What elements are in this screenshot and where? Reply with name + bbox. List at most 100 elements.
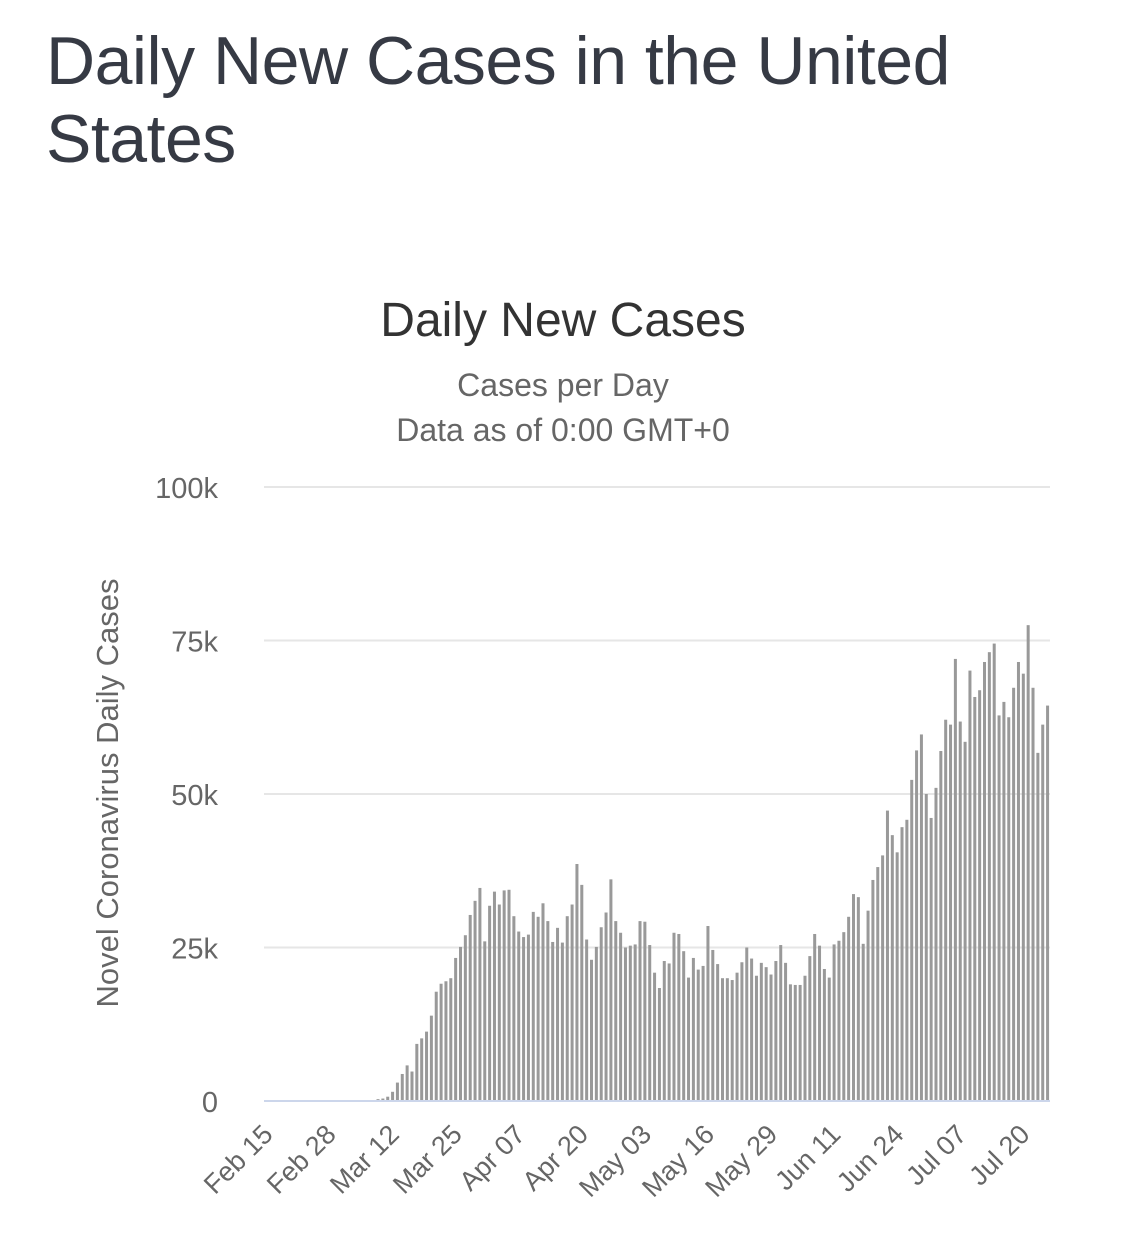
bar: [405, 1065, 409, 1101]
bar: [939, 751, 943, 1101]
bar: [526, 934, 530, 1101]
bar: [745, 947, 749, 1101]
bar: [890, 835, 894, 1101]
bar: [1016, 661, 1020, 1101]
bar: [1026, 625, 1030, 1101]
bar: [852, 894, 856, 1101]
bar: [463, 935, 467, 1101]
bar: [410, 1071, 414, 1101]
bar: [381, 1098, 385, 1101]
bar: [754, 975, 758, 1101]
x-tick-label: May 29: [699, 1119, 783, 1203]
bar: [614, 921, 618, 1101]
bar: [575, 864, 579, 1101]
bar: [915, 750, 919, 1101]
bar: [759, 962, 763, 1101]
bar: [429, 1015, 433, 1101]
bar: [478, 887, 482, 1101]
bar: [648, 945, 652, 1101]
x-tick-label: Jul 20: [963, 1119, 1035, 1191]
bar: [978, 690, 982, 1101]
bar: [701, 965, 705, 1101]
bar: [492, 891, 496, 1101]
chart-subtitle: Cases per Day: [457, 367, 669, 403]
bar: [866, 910, 870, 1101]
bar: [818, 945, 822, 1101]
bar: [803, 975, 807, 1101]
bar: [531, 911, 535, 1101]
bar: [473, 900, 477, 1101]
bar: [672, 932, 676, 1101]
y-tick-label: 0: [202, 1087, 218, 1119]
bar: [502, 890, 506, 1101]
bar: [1012, 687, 1016, 1101]
bar: [454, 957, 458, 1101]
x-tick-label: Feb 15: [198, 1119, 279, 1200]
bar: [677, 933, 681, 1101]
bar: [643, 921, 647, 1101]
bar: [609, 879, 613, 1101]
x-tick-label: Jun 24: [831, 1119, 910, 1198]
bar: [1007, 717, 1011, 1101]
bar: [497, 904, 501, 1101]
bar: [512, 916, 516, 1101]
bar: [633, 944, 637, 1101]
bar: [594, 946, 598, 1101]
bar: [992, 643, 996, 1101]
bar: [735, 972, 739, 1101]
chart-subtitle-data-date: Data as of 0:00 GMT+0: [396, 412, 730, 448]
bar: [706, 926, 710, 1101]
bar: [725, 978, 729, 1101]
bar: [623, 947, 627, 1101]
bar: [638, 921, 642, 1101]
bar: [881, 855, 885, 1101]
x-tick-label: Mar 25: [387, 1119, 468, 1200]
bar: [798, 984, 802, 1101]
bar: [750, 958, 754, 1101]
bar: [919, 734, 923, 1101]
bar: [420, 1038, 424, 1101]
bar: [391, 1091, 395, 1101]
y-tick-label: 50k: [171, 780, 218, 812]
bar: [808, 956, 812, 1101]
bar: [483, 941, 487, 1101]
bar: [740, 962, 744, 1101]
bar: [968, 670, 972, 1101]
bar: [895, 852, 899, 1101]
bar: [953, 658, 957, 1101]
bar: [585, 939, 589, 1101]
bar: [861, 943, 865, 1101]
bar: [546, 921, 550, 1101]
bar: [958, 721, 962, 1101]
bar: [386, 1096, 390, 1101]
bar: [415, 1043, 419, 1101]
bar: [885, 810, 889, 1101]
bar: [536, 916, 540, 1101]
bar: [687, 977, 691, 1101]
bar: [1021, 673, 1025, 1101]
bar: [449, 978, 453, 1101]
bar: [813, 933, 817, 1101]
bar: [871, 879, 875, 1101]
bar: [1002, 701, 1006, 1101]
chart-title: Daily New Cases: [380, 294, 745, 347]
x-tick-label: Jul 07: [900, 1119, 972, 1191]
bar: [793, 984, 797, 1101]
bar: [769, 974, 773, 1101]
bar: [721, 978, 725, 1101]
bar: [439, 983, 443, 1101]
bar: [905, 819, 909, 1101]
bar: [929, 817, 933, 1101]
bar: [682, 951, 686, 1101]
bar: [604, 912, 608, 1101]
x-tick-label: Mar 12: [324, 1119, 405, 1200]
bar: [541, 903, 545, 1101]
bar: [556, 927, 560, 1101]
bar: [910, 779, 914, 1101]
page-title: Daily New Cases in the United States: [46, 23, 950, 177]
bar: [963, 741, 967, 1101]
bar: [1041, 724, 1045, 1101]
x-tick-label: Apr 07: [453, 1119, 530, 1196]
bar: [832, 944, 836, 1101]
